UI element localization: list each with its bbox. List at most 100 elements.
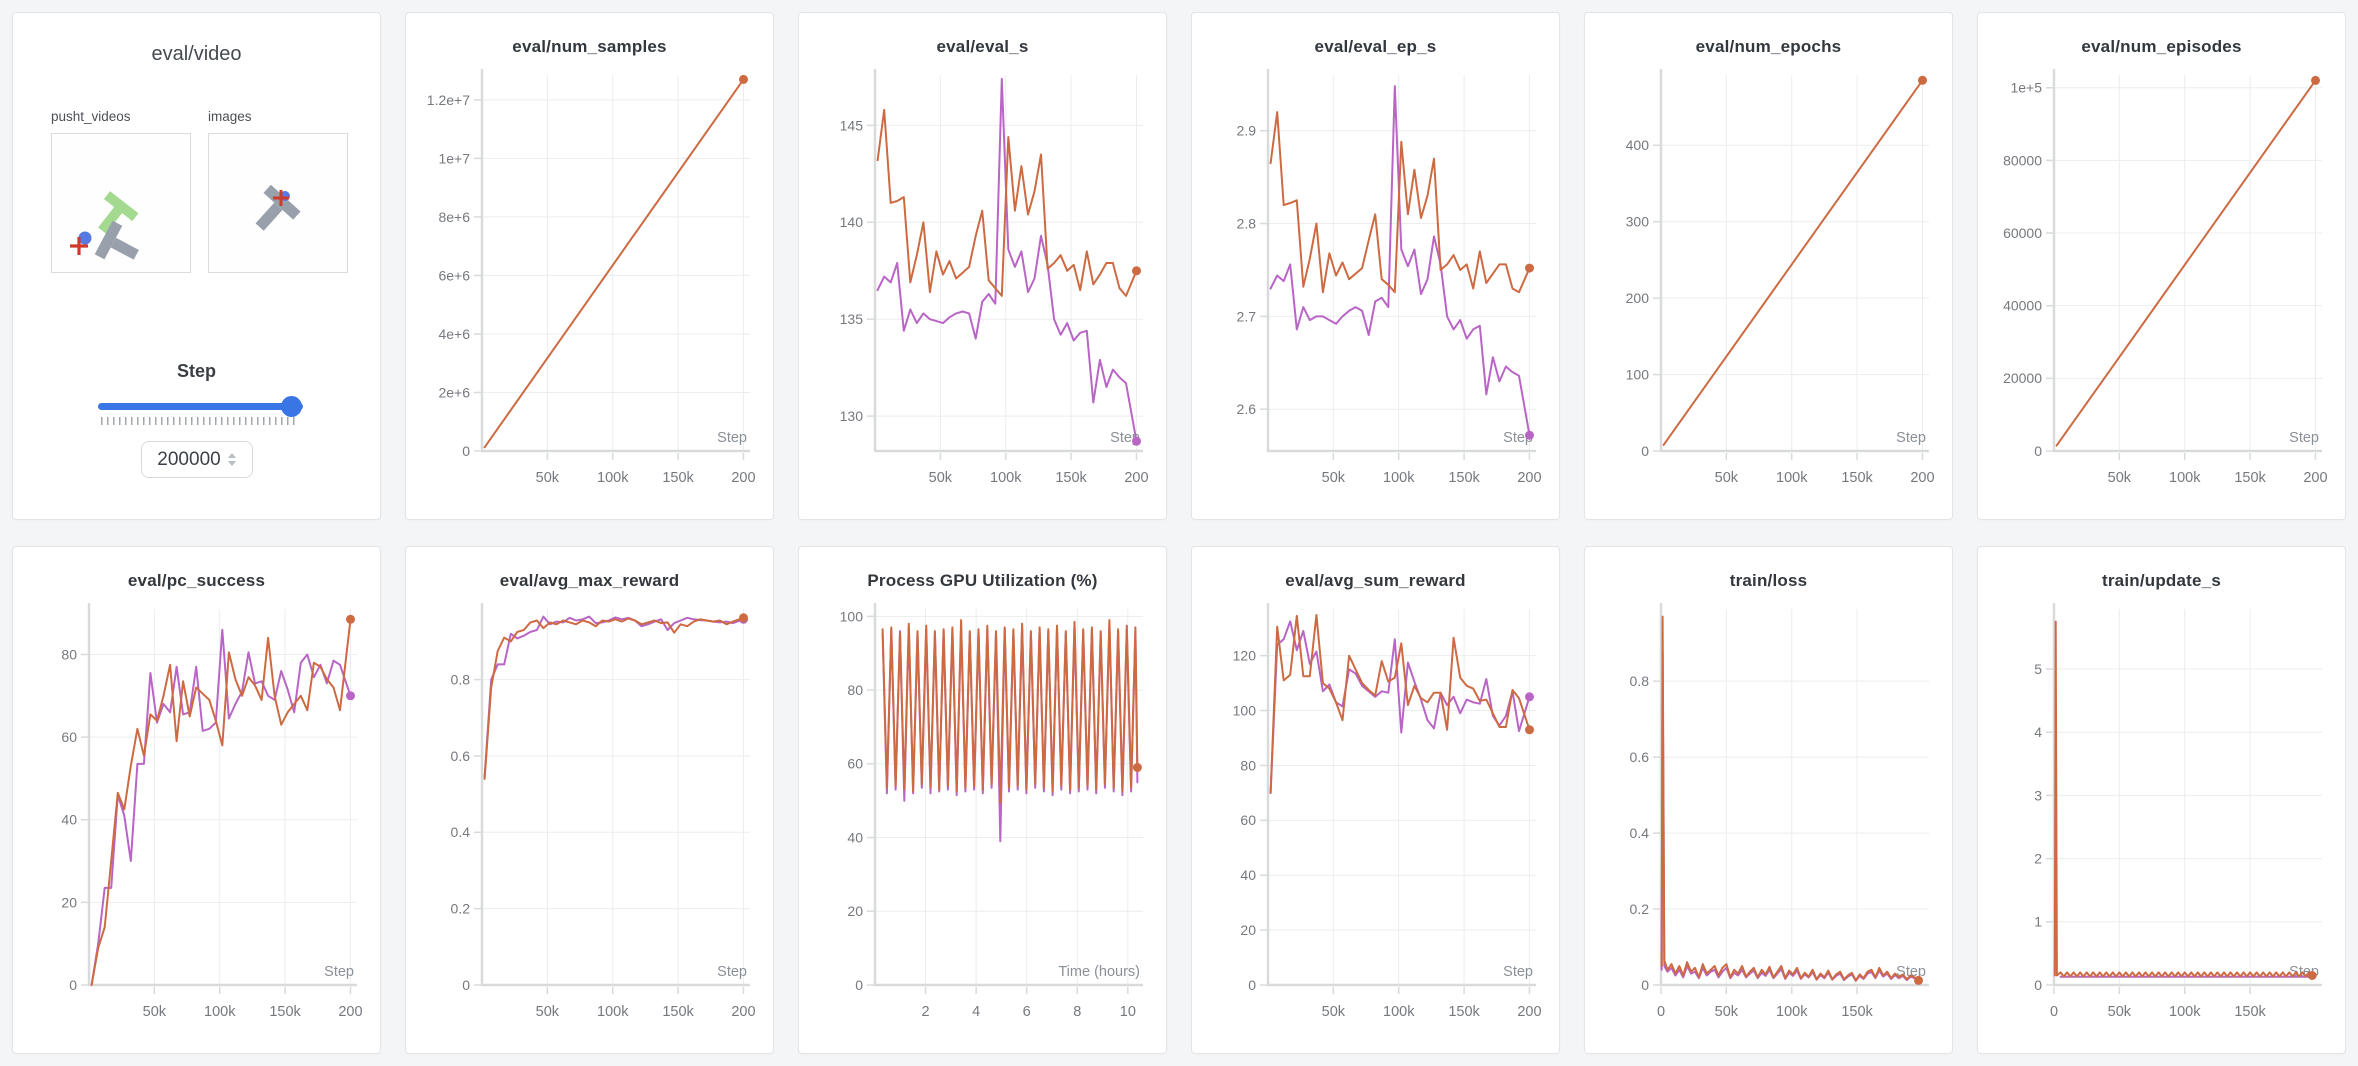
media-thumbnail-images[interactable] bbox=[208, 133, 348, 273]
svg-text:150k: 150k bbox=[1841, 1004, 1873, 1020]
chart-title: eval/eval_s bbox=[936, 37, 1029, 56]
gray-tee-shape bbox=[255, 184, 301, 231]
svg-text:0: 0 bbox=[1641, 977, 1649, 993]
svg-text:200: 200 bbox=[2303, 470, 2327, 486]
svg-text:4e+6: 4e+6 bbox=[438, 326, 470, 342]
chart-title: eval/avg_max_reward bbox=[499, 571, 680, 590]
svg-text:150k: 150k bbox=[2234, 470, 2266, 486]
svg-text:150k: 150k bbox=[1448, 470, 1480, 486]
svg-text:200: 200 bbox=[731, 470, 755, 486]
svg-text:20: 20 bbox=[1240, 922, 1256, 938]
step-slider-track[interactable] bbox=[98, 403, 303, 410]
svg-text:2: 2 bbox=[922, 1004, 930, 1020]
svg-text:140: 140 bbox=[840, 214, 864, 230]
line-chart-eval-num-samples[interactable]: 0 2e+6 4e+6 6e+6 8e+6 1e+7 1.2e+7 50k 100k 150k 20… bbox=[420, 61, 759, 503]
svg-text:0: 0 bbox=[855, 977, 863, 993]
chart-title: train/loss bbox=[1729, 571, 1808, 590]
svg-text:0: 0 bbox=[462, 977, 470, 993]
target-cross-icon bbox=[273, 190, 289, 206]
line-chart-eval-num-episodes[interactable]: 0 20000 40000 60000 80000 1e+5 50k 100k 150k 200 S… bbox=[1992, 61, 2331, 503]
svg-text:20: 20 bbox=[847, 903, 863, 919]
svg-text:100k: 100k bbox=[1776, 470, 1808, 486]
panel-eval-eval-s: eval/eval_s 130 135 140 145 50k 100k 150k 200 St… bbox=[798, 12, 1167, 520]
svg-text:0.8: 0.8 bbox=[1630, 673, 1650, 689]
panel-eval-num-episodes: eval/num_episodes 0 20000 40000 60000 80000 1… bbox=[1977, 12, 2346, 520]
chart-title: Process GPU Utilization (%) bbox=[867, 571, 1098, 590]
svg-text:Step: Step bbox=[1896, 430, 1926, 446]
svg-text:4: 4 bbox=[2034, 724, 2042, 740]
panel-eval-pc-success: eval/pc_success 0 20 40 60 80 50k 100k 150k 200 S… bbox=[12, 546, 381, 1054]
svg-text:100k: 100k bbox=[597, 470, 629, 486]
svg-text:0: 0 bbox=[2050, 1004, 2058, 1020]
spinner-down-icon[interactable] bbox=[227, 461, 236, 466]
svg-text:20: 20 bbox=[61, 894, 77, 910]
svg-text:0.6: 0.6 bbox=[451, 748, 471, 764]
svg-text:1.2e+7: 1.2e+7 bbox=[427, 92, 470, 108]
gray-tee-shape bbox=[94, 220, 139, 260]
line-chart-eval-avg-sum-reward[interactable]: 0 20 40 60 80 100 120 50k 100k 150k 200 Step bbox=[1206, 595, 1545, 1037]
step-number-value[interactable]: 200000 bbox=[157, 448, 221, 470]
spinner-up-icon[interactable] bbox=[227, 453, 236, 458]
line-chart-eval-pc-success[interactable]: 0 20 40 60 80 50k 100k 150k 200 Step bbox=[27, 595, 366, 1037]
svg-text:40: 40 bbox=[61, 812, 77, 828]
line-chart-gpu-utilization[interactable]: 0 20 40 60 80 100 2 4 6 8 10 Time (hours) bbox=[813, 595, 1152, 1037]
svg-text:Step: Step bbox=[1503, 964, 1533, 980]
svg-text:Step: Step bbox=[2289, 430, 2319, 446]
svg-text:20000: 20000 bbox=[2003, 370, 2042, 386]
svg-text:0: 0 bbox=[1657, 1004, 1665, 1020]
svg-text:40: 40 bbox=[847, 829, 863, 845]
svg-text:400: 400 bbox=[1626, 137, 1650, 153]
svg-text:8: 8 bbox=[1073, 1004, 1081, 1020]
step-slider-thumb[interactable] bbox=[281, 396, 302, 417]
svg-text:50k: 50k bbox=[929, 470, 953, 486]
svg-text:0.4: 0.4 bbox=[451, 824, 471, 840]
svg-text:100k: 100k bbox=[990, 470, 1022, 486]
step-slider-label: Step bbox=[176, 361, 216, 381]
svg-text:100k: 100k bbox=[204, 1004, 236, 1020]
agent-dot-icon bbox=[78, 231, 92, 245]
svg-text:150k: 150k bbox=[662, 470, 694, 486]
svg-text:145: 145 bbox=[840, 117, 864, 133]
svg-text:0.2: 0.2 bbox=[451, 901, 471, 917]
svg-text:200: 200 bbox=[1517, 1004, 1541, 1020]
svg-text:100k: 100k bbox=[1383, 470, 1415, 486]
stepper-icon bbox=[227, 453, 236, 466]
green-tee-shape bbox=[98, 191, 139, 234]
svg-text:50k: 50k bbox=[2108, 1004, 2132, 1020]
svg-text:4: 4 bbox=[972, 1004, 980, 1020]
svg-text:Step: Step bbox=[717, 430, 747, 446]
svg-text:200: 200 bbox=[1517, 470, 1541, 486]
svg-text:0: 0 bbox=[2034, 443, 2042, 459]
panel-eval-eval-ep-s: eval/eval_ep_s 2.6 2.7 2.8 2.9 50k 100k 150k 20… bbox=[1191, 12, 1560, 520]
thumbnail-caption-images: images bbox=[208, 109, 252, 124]
svg-text:1: 1 bbox=[2034, 914, 2042, 930]
panel-eval-num-epochs: eval/num_epochs 0 100 200 300 400 50k 100k 150k… bbox=[1584, 12, 1953, 520]
panel-eval-num-samples: eval/num_samples 0 2e+6 4e+6 6e+6 8e+6 1e+7 1.… bbox=[405, 12, 774, 520]
target-cross-icon bbox=[70, 237, 88, 255]
svg-text:2.7: 2.7 bbox=[1237, 308, 1257, 324]
svg-text:0.8: 0.8 bbox=[451, 672, 471, 688]
svg-text:40000: 40000 bbox=[2003, 298, 2042, 314]
svg-text:50k: 50k bbox=[2108, 470, 2132, 486]
svg-text:0.4: 0.4 bbox=[1630, 825, 1650, 841]
svg-text:100: 100 bbox=[840, 608, 864, 624]
svg-text:150k: 150k bbox=[269, 1004, 301, 1020]
media-panel-title: eval/video bbox=[151, 43, 242, 65]
svg-text:300: 300 bbox=[1626, 214, 1650, 230]
media-thumbnail-pusht-videos[interactable] bbox=[51, 133, 191, 273]
panel-eval-avg-sum-reward: eval/avg_sum_reward 0 20 40 60 80 100 120 50k 10… bbox=[1191, 546, 1560, 1054]
line-chart-eval-avg-max-reward[interactable]: 0 0.2 0.4 0.6 0.8 50k 100k 150k 200 Step bbox=[420, 595, 759, 1037]
line-chart-eval-num-epochs[interactable]: 0 100 200 300 400 50k 100k 150k 200 Step bbox=[1599, 61, 1938, 503]
step-number-input[interactable]: 200000 bbox=[140, 441, 253, 478]
svg-text:2.6: 2.6 bbox=[1237, 401, 1257, 417]
svg-text:80: 80 bbox=[847, 682, 863, 698]
svg-text:Time (hours): Time (hours) bbox=[1058, 964, 1140, 980]
svg-text:150k: 150k bbox=[2234, 1004, 2266, 1020]
svg-text:0.2: 0.2 bbox=[1630, 901, 1650, 917]
svg-text:80000: 80000 bbox=[2003, 152, 2042, 168]
svg-text:100: 100 bbox=[1233, 702, 1257, 718]
